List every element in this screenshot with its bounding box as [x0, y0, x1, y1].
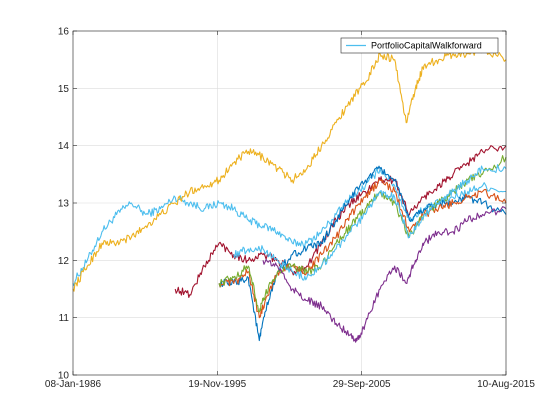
- series-line-5: [218, 179, 507, 319]
- legend-label: PortfolioCapitalWalkforward: [371, 41, 482, 51]
- legend-box: [340, 37, 499, 54]
- legend: PortfolioCapitalWalkforward: [340, 37, 499, 54]
- y-tick-label: 10: [58, 371, 70, 382]
- y-tick-label: 12: [58, 256, 70, 267]
- x-tick-label: 19-Nov-1995: [188, 379, 246, 390]
- x-tick-label: 10-Aug-2015: [477, 379, 535, 390]
- series-line-8: [233, 164, 507, 281]
- series-line-1: [72, 168, 506, 287]
- series-layer: [72, 46, 507, 343]
- y-tick-label: 16: [58, 27, 70, 38]
- series-line-4: [218, 165, 507, 342]
- x-tick-label: 29-Sep-2005: [333, 379, 391, 390]
- axis-ticks: 10 11 12 13 14 15 16 08-Jan-1986 19-Nov-1995 29-S…: [45, 27, 535, 391]
- series-line-2: [72, 46, 507, 292]
- series-line-7: [262, 206, 507, 343]
- y-tick-label: 14: [58, 141, 70, 152]
- x-tick-label: 08-Jan-1986: [45, 379, 102, 390]
- y-tick-label: 15: [58, 84, 70, 95]
- y-tick-label: 13: [58, 199, 70, 210]
- y-tick-label: 11: [59, 313, 70, 324]
